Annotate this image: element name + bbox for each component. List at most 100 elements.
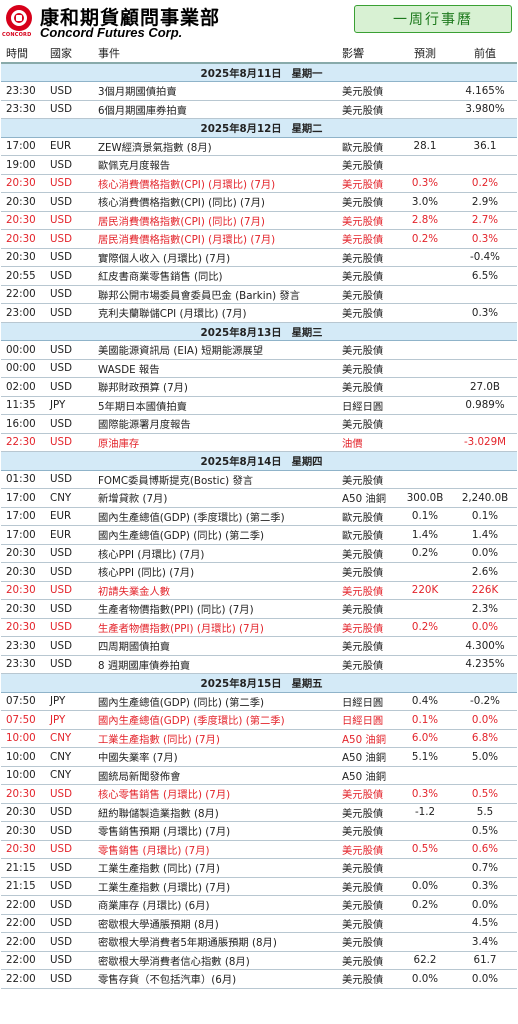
cell-time: 16:00 xyxy=(1,414,45,434)
cell-previous: 0.5% xyxy=(453,821,517,841)
cell-event: 5年期日本國債拍賣 xyxy=(93,396,337,415)
event-row: 17:00 EUR 國內生產總值(GDP) (季度環比) (第二季) 歐元股債 0.1%… xyxy=(1,507,517,526)
cell-forecast xyxy=(397,340,453,360)
cell-event: WASDE 報告 xyxy=(93,359,337,378)
week-calendar-button[interactable]: 一周行事曆 xyxy=(354,5,512,33)
cell-event: 生產者物價指數(PPI) (同比) (7月) xyxy=(93,599,337,619)
cell-country: USD xyxy=(45,340,93,360)
cell-country: USD xyxy=(45,877,93,896)
cell-country: CNY xyxy=(45,747,93,767)
event-row: 20:30 USD 生產者物價指數(PPI) (月環比) (7月) 美元股債 0.2% 0… xyxy=(1,618,517,637)
cell-forecast xyxy=(397,414,453,434)
cell-event: FOMC委員博斯提克(Bostic) 發言 xyxy=(93,470,337,489)
cell-event: 國內生產總值(GDP) (同比) (第二季) xyxy=(93,525,337,545)
cell-previous: 6.8% xyxy=(453,729,517,748)
cell-impact: 美元股債 xyxy=(337,544,397,563)
cell-impact: 美元股債 xyxy=(337,803,397,822)
cell-forecast: 0.0% xyxy=(397,877,453,896)
cell-forecast xyxy=(397,285,453,304)
cell-time: 20:30 xyxy=(1,840,45,859)
cell-previous: 1.4% xyxy=(453,525,517,545)
cell-time: 21:15 xyxy=(1,877,45,896)
cell-forecast: 300.0B xyxy=(397,488,453,508)
cell-time: 23:30 xyxy=(1,655,45,674)
cell-forecast xyxy=(397,377,453,397)
cell-previous: 0.7% xyxy=(453,858,517,878)
cell-impact: A50 油銅 xyxy=(337,488,397,508)
cell-time: 23:30 xyxy=(1,81,45,101)
event-row: 10:00 CNY 中國失業率 (7月) A50 油銅 5.1% 5.0% xyxy=(1,747,517,767)
cell-impact: 歐元股債 xyxy=(337,507,397,526)
cell-time: 22:00 xyxy=(1,932,45,952)
calendar-body: 2025年8月11日 星期一 23:30 USD 3個月期國債拍賣 美元股債 4.165% 2… xyxy=(1,62,517,989)
event-row: 20:30 USD 核心消費價格指數(CPI) (月環比) (7月) 美元股債 0.3%… xyxy=(1,174,517,193)
date-header: 2025年8月11日 星期一 xyxy=(1,62,517,82)
cell-impact: A50 油銅 xyxy=(337,747,397,767)
cell-event: 中國失業率 (7月) xyxy=(93,747,337,767)
cell-event: 核心零售銷售 (月環比) (7月) xyxy=(93,784,337,804)
cell-forecast: 3.0% xyxy=(397,192,453,212)
cell-previous: 2.9% xyxy=(453,192,517,212)
cell-impact: 美元股債 xyxy=(337,285,397,304)
cell-forecast: 62.2 xyxy=(397,951,453,970)
event-row: 23:00 USD 克利夫蘭聯儲CPI (月環比) (7月) 美元股債 0.3% xyxy=(1,303,517,323)
cell-time: 22:00 xyxy=(1,969,45,989)
cell-previous: 2,240.0B xyxy=(453,488,517,508)
cell-country: CNY xyxy=(45,766,93,785)
cell-impact: 美元股債 xyxy=(337,618,397,637)
event-row: 22:30 USD 原油庫存 油價 -3.029M xyxy=(1,433,517,452)
cell-impact: 美元股債 xyxy=(337,636,397,656)
cell-time: 20:30 xyxy=(1,562,45,582)
cell-time: 23:30 xyxy=(1,100,45,119)
cell-forecast xyxy=(397,599,453,619)
cell-forecast xyxy=(397,858,453,878)
cell-event: 工業生產指數 (月環比) (7月) xyxy=(93,877,337,896)
cell-previous: 6.5% xyxy=(453,266,517,286)
cell-forecast: 0.2% xyxy=(397,544,453,563)
cell-time: 20:30 xyxy=(1,229,45,249)
cell-time: 11:35 xyxy=(1,396,45,415)
cell-event: 紅皮書商業零售銷售 (同比) xyxy=(93,266,337,286)
event-row: 00:00 USD WASDE 報告 美元股債 xyxy=(1,359,517,378)
event-row: 22:00 USD 密歇根大學消費者信心指數 (8月) 美元股債 62.2 61.7 xyxy=(1,951,517,970)
cell-event: 生產者物價指數(PPI) (月環比) (7月) xyxy=(93,618,337,637)
event-row: 20:30 USD 居民消費價格指數(CPI) (月環比) (7月) 美元股債 0.2%… xyxy=(1,229,517,249)
cell-time: 20:30 xyxy=(1,544,45,563)
cell-event: 工業生產指數 (同比) (7月) xyxy=(93,729,337,748)
event-row: 20:30 USD 初請失業金人數 美元股債 220K 226K xyxy=(1,581,517,600)
cell-forecast: 0.5% xyxy=(397,840,453,859)
calendar-table: 時間 國家 事件 影響 預測 前值 2025年8月11日 星期一 23:30 USD 3… xyxy=(1,44,517,989)
cell-impact: 美元股債 xyxy=(337,248,397,267)
cell-time: 22:00 xyxy=(1,285,45,304)
cell-country: USD xyxy=(45,174,93,193)
cell-impact: 日經日圓 xyxy=(337,692,397,711)
cell-previous: 4.235% xyxy=(453,655,517,674)
cell-event: 6個月期國庫券拍賣 xyxy=(93,100,337,119)
cell-country: USD xyxy=(45,821,93,841)
cell-time: 07:50 xyxy=(1,692,45,711)
event-row: 20:30 USD 核心消費價格指數(CPI) (同比) (7月) 美元股債 3.0% 2… xyxy=(1,192,517,212)
event-row: 20:30 USD 核心PPI (同比) (7月) 美元股債 2.6% xyxy=(1,562,517,582)
cell-previous: 2.3% xyxy=(453,599,517,619)
cell-impact: 美元股債 xyxy=(337,229,397,249)
event-row: 23:30 USD 8 週期國庫債券拍賣 美元股債 4.235% xyxy=(1,655,517,674)
cell-event: 聯邦財政預算 (7月) xyxy=(93,377,337,397)
cell-event: 8 週期國庫債券拍賣 xyxy=(93,655,337,674)
cell-time: 20:30 xyxy=(1,618,45,637)
cell-country: USD xyxy=(45,803,93,822)
event-row: 01:30 USD FOMC委員博斯提克(Bostic) 發言 美元股債 xyxy=(1,470,517,489)
cell-country: USD xyxy=(45,599,93,619)
cell-impact: 美元股債 xyxy=(337,81,397,101)
cell-time: 00:00 xyxy=(1,340,45,360)
cell-forecast: 5.1% xyxy=(397,747,453,767)
calendar-table-wrap: 時間 國家 事件 影響 預測 前值 2025年8月11日 星期一 23:30 USD 3… xyxy=(1,44,517,989)
cell-previous: -0.4% xyxy=(453,248,517,267)
cell-event: 商業庫存 (月環比) (6月) xyxy=(93,895,337,915)
cell-forecast: 0.3% xyxy=(397,784,453,804)
cell-forecast xyxy=(397,914,453,933)
cell-time: 23:30 xyxy=(1,636,45,656)
event-row: 07:50 JPY 國內生產總值(GDP) (季度環比) (第二季) 日經日圓 0.1%… xyxy=(1,710,517,730)
cell-previous: 0.3% xyxy=(453,303,517,323)
cell-event: 密歇根大學消費者信心指數 (8月) xyxy=(93,951,337,970)
cell-impact: 美元股債 xyxy=(337,840,397,859)
